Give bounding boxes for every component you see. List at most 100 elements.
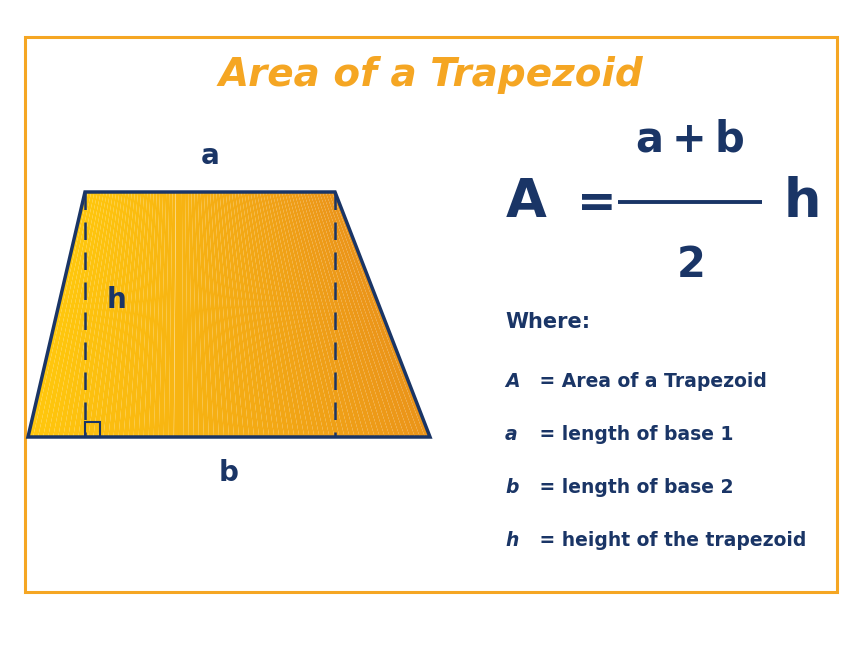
- Polygon shape: [185, 192, 194, 437]
- Polygon shape: [269, 192, 329, 437]
- Polygon shape: [328, 192, 424, 437]
- Polygon shape: [108, 192, 138, 437]
- Polygon shape: [210, 192, 233, 437]
- Polygon shape: [285, 192, 354, 437]
- Polygon shape: [207, 192, 229, 437]
- Text: $\mathbf{=}$: $\mathbf{=}$: [567, 179, 612, 225]
- Polygon shape: [88, 192, 126, 437]
- Polygon shape: [216, 192, 244, 437]
- Polygon shape: [68, 192, 113, 437]
- Polygon shape: [93, 192, 128, 437]
- Polygon shape: [139, 192, 157, 437]
- Polygon shape: [331, 192, 430, 437]
- Text: $\mathbf{A}$: $\mathbf{A}$: [505, 176, 547, 228]
- Polygon shape: [278, 192, 344, 437]
- Polygon shape: [73, 192, 116, 437]
- Polygon shape: [253, 192, 304, 437]
- Polygon shape: [313, 192, 400, 437]
- Text: = length of base 2: = length of base 2: [532, 478, 733, 497]
- Polygon shape: [148, 192, 163, 437]
- Polygon shape: [251, 192, 299, 437]
- Text: = length of base 1: = length of base 1: [532, 425, 733, 444]
- Polygon shape: [48, 192, 101, 437]
- Polygon shape: [322, 192, 414, 437]
- Polygon shape: [316, 192, 405, 437]
- Polygon shape: [164, 192, 172, 437]
- Polygon shape: [325, 192, 419, 437]
- Text: a: a: [201, 142, 219, 170]
- Bar: [85, 422, 100, 437]
- Text: A: A: [505, 372, 519, 391]
- Polygon shape: [276, 192, 339, 437]
- Polygon shape: [78, 192, 119, 437]
- Polygon shape: [84, 192, 122, 437]
- Text: b: b: [505, 478, 517, 497]
- Text: $\mathbf{2}$: $\mathbf{2}$: [676, 244, 703, 286]
- Polygon shape: [235, 192, 274, 437]
- Bar: [25, 37, 836, 592]
- Polygon shape: [257, 192, 309, 437]
- Polygon shape: [197, 192, 214, 437]
- Polygon shape: [222, 192, 254, 437]
- Polygon shape: [266, 192, 324, 437]
- Polygon shape: [194, 192, 208, 437]
- Polygon shape: [244, 192, 289, 437]
- Text: b: b: [219, 459, 238, 487]
- Text: = Area of a Trapezoid: = Area of a Trapezoid: [532, 372, 766, 391]
- Polygon shape: [282, 192, 350, 437]
- Text: $\mathbf{h}$: $\mathbf{h}$: [782, 176, 817, 228]
- Polygon shape: [226, 192, 259, 437]
- Polygon shape: [300, 192, 380, 437]
- Polygon shape: [232, 192, 269, 437]
- Polygon shape: [53, 192, 103, 437]
- Polygon shape: [28, 192, 88, 437]
- Polygon shape: [98, 192, 132, 437]
- Text: Where:: Where:: [505, 312, 590, 332]
- Polygon shape: [297, 192, 375, 437]
- Polygon shape: [263, 192, 319, 437]
- Polygon shape: [213, 192, 238, 437]
- Polygon shape: [123, 192, 147, 437]
- Polygon shape: [310, 192, 394, 437]
- Polygon shape: [201, 192, 219, 437]
- Polygon shape: [191, 192, 204, 437]
- Polygon shape: [291, 192, 364, 437]
- Polygon shape: [103, 192, 135, 437]
- Text: a: a: [505, 425, 517, 444]
- Polygon shape: [303, 192, 384, 437]
- Polygon shape: [219, 192, 249, 437]
- Polygon shape: [238, 192, 279, 437]
- Polygon shape: [144, 192, 160, 437]
- Polygon shape: [58, 192, 107, 437]
- Polygon shape: [178, 192, 183, 437]
- Polygon shape: [33, 192, 91, 437]
- Text: Area of a Trapezoid: Area of a Trapezoid: [219, 56, 642, 94]
- Text: h: h: [107, 285, 127, 314]
- Text: = height of the trapezoid: = height of the trapezoid: [532, 531, 805, 550]
- Polygon shape: [247, 192, 294, 437]
- Polygon shape: [63, 192, 110, 437]
- Polygon shape: [114, 192, 141, 437]
- Polygon shape: [133, 192, 153, 437]
- Polygon shape: [38, 192, 94, 437]
- Polygon shape: [228, 192, 263, 437]
- Polygon shape: [241, 192, 284, 437]
- Polygon shape: [182, 192, 189, 437]
- Text: $\mathbf{a + b}$: $\mathbf{a + b}$: [635, 118, 744, 160]
- Polygon shape: [294, 192, 369, 437]
- Polygon shape: [288, 192, 359, 437]
- Polygon shape: [203, 192, 224, 437]
- Polygon shape: [174, 192, 178, 437]
- Text: h: h: [505, 531, 517, 550]
- Polygon shape: [118, 192, 144, 437]
- Polygon shape: [260, 192, 314, 437]
- Polygon shape: [319, 192, 410, 437]
- Polygon shape: [188, 192, 199, 437]
- Polygon shape: [272, 192, 334, 437]
- Polygon shape: [128, 192, 151, 437]
- Polygon shape: [169, 192, 176, 437]
- Polygon shape: [43, 192, 97, 437]
- Polygon shape: [153, 192, 166, 437]
- Polygon shape: [158, 192, 169, 437]
- Polygon shape: [307, 192, 389, 437]
